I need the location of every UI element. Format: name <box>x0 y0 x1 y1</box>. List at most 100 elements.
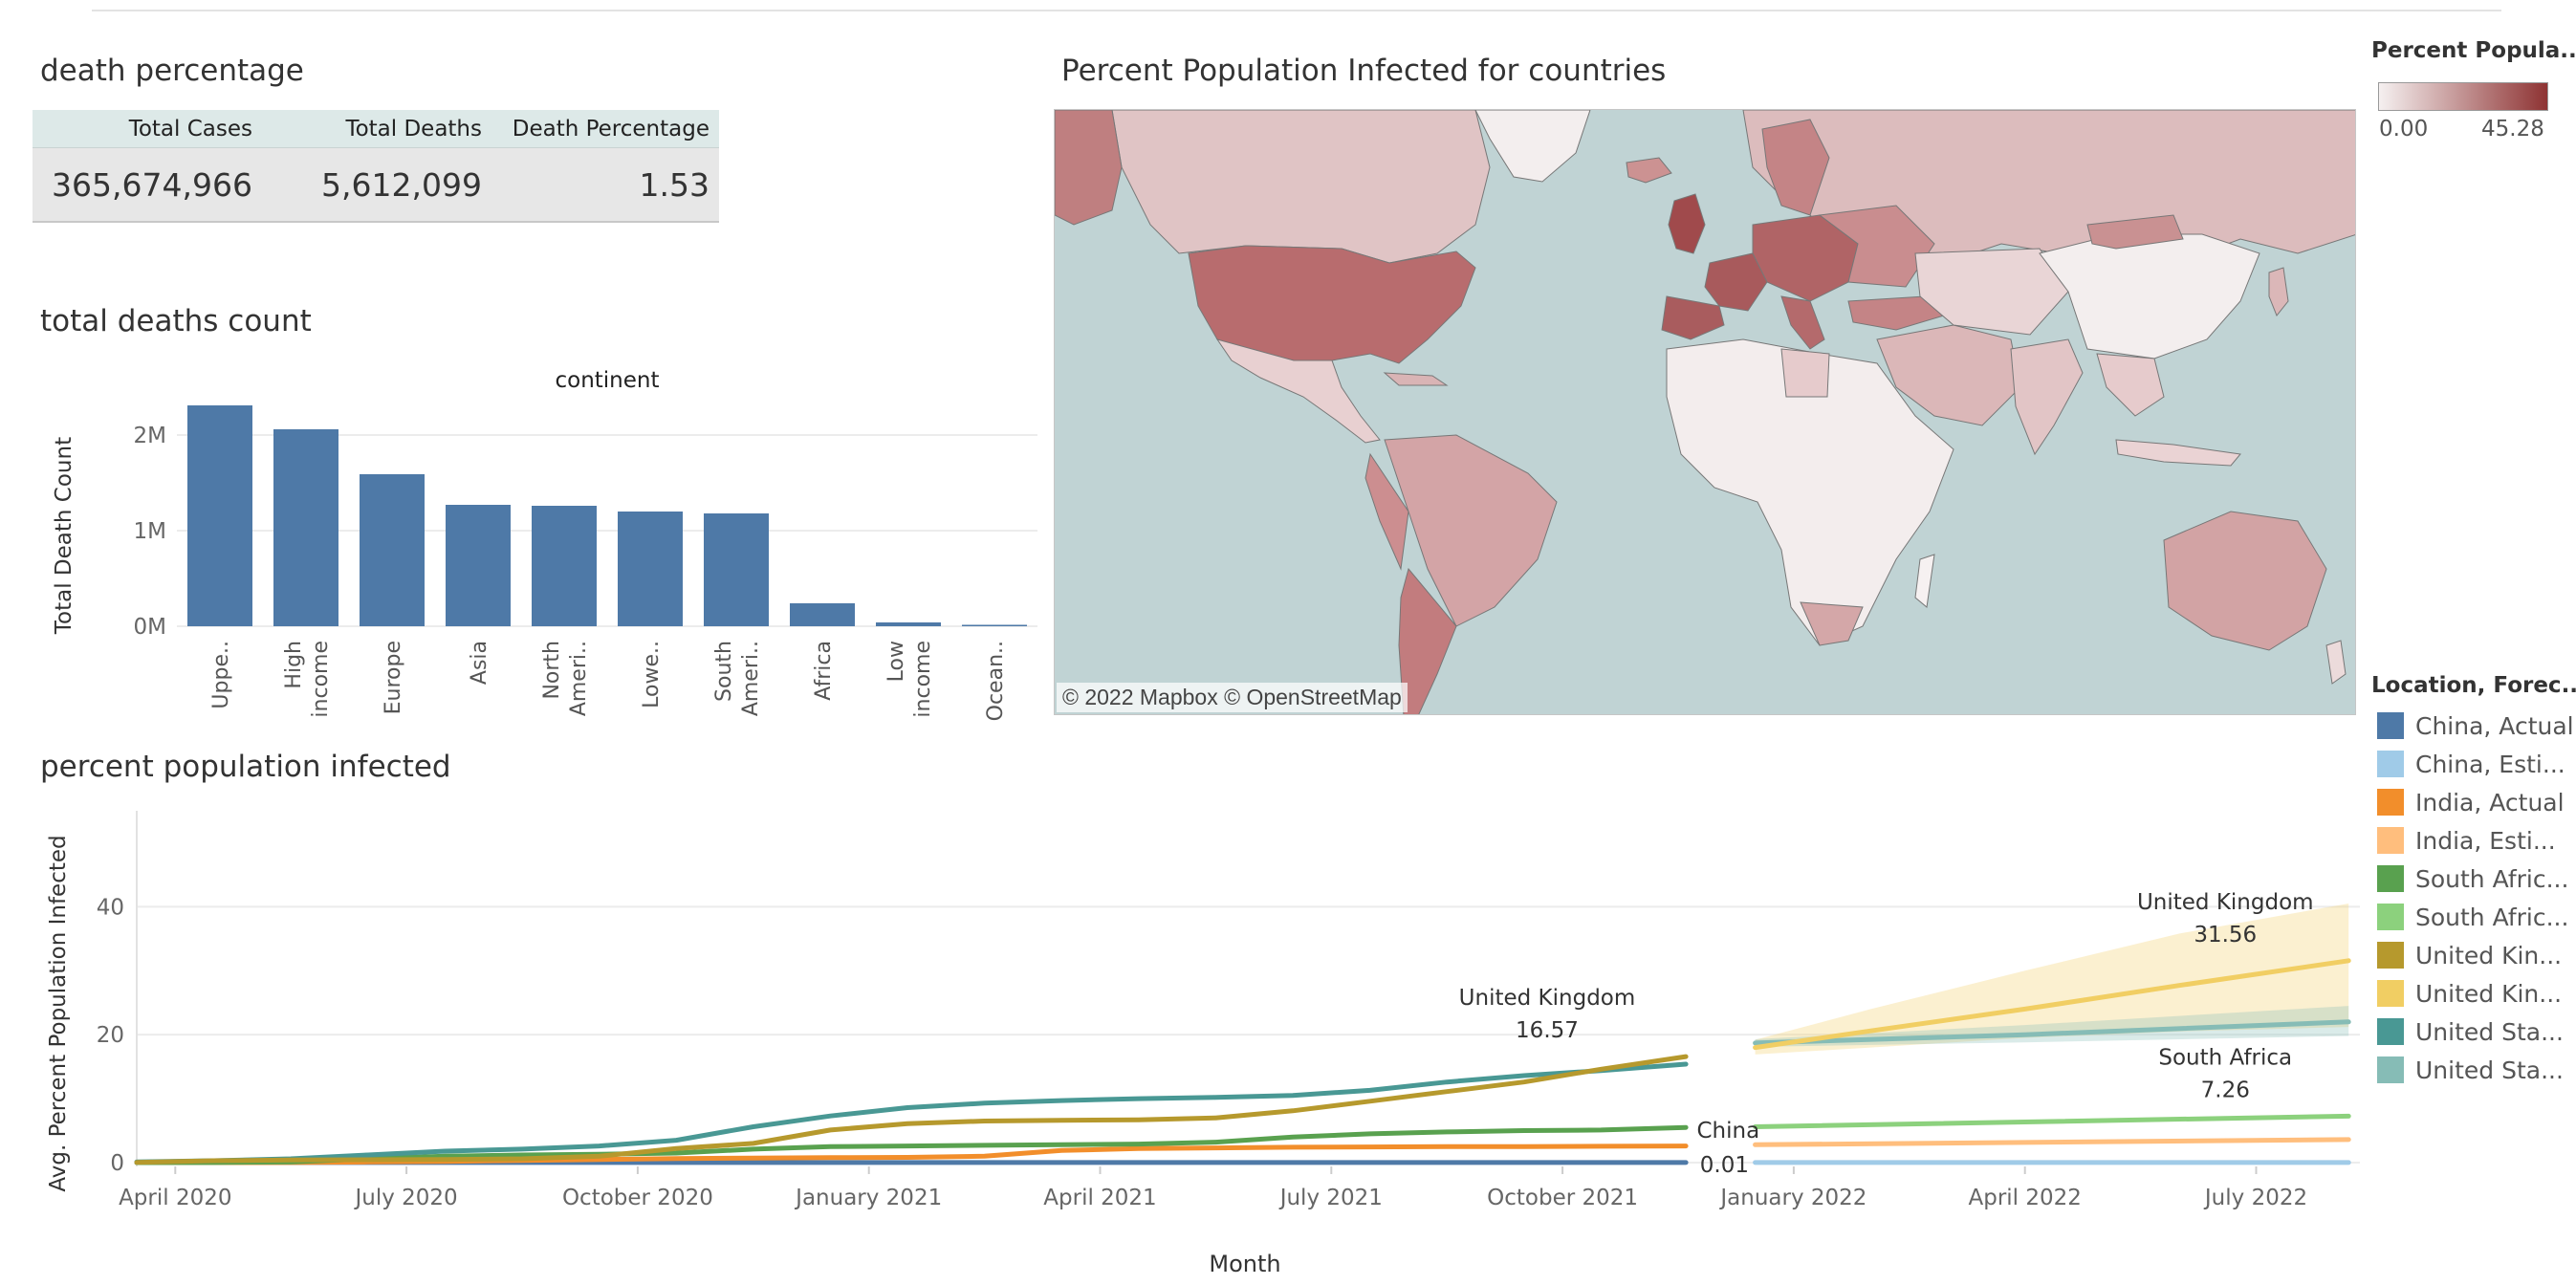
line-series-8[interactable] <box>1753 1137 2351 1147</box>
line-series-0[interactable] <box>134 1061 1689 1165</box>
bar-x-label: High <box>282 641 306 689</box>
legend-swatch <box>2377 789 2404 816</box>
map-country-libya[interactable] <box>1780 348 1830 398</box>
legend-label: India, Esti... <box>2415 826 2556 855</box>
location-legend-item[interactable]: United Kin... <box>2377 979 2562 1008</box>
map-country-africa[interactable] <box>1666 338 1954 646</box>
line-series-7[interactable] <box>1753 1113 2351 1129</box>
map-country-mexico[interactable] <box>1215 338 1381 444</box>
bar-4[interactable] <box>532 506 597 626</box>
location-legend-item[interactable]: United Sta... <box>2377 1056 2564 1084</box>
legend-label: United Kin... <box>2415 941 2563 969</box>
bar-x-label: income <box>911 641 935 718</box>
map-country-australia[interactable] <box>2163 511 2327 651</box>
map-country-central-asia[interactable] <box>1914 248 2069 336</box>
bar-marks[interactable] <box>187 405 1027 626</box>
map-country-japan[interactable] <box>2268 267 2289 316</box>
world-map[interactable]: © 2022 Mapbox © OpenStreetMap <box>1054 109 2356 715</box>
map-country-eastern-europe[interactable] <box>1818 205 1935 288</box>
legend-label: South Afric... <box>2415 903 2569 931</box>
map-country-brazil[interactable] <box>1384 434 1558 627</box>
kpi-value-row: 365,674,966 5,612,099 1.53 <box>33 148 719 223</box>
bar-6[interactable] <box>704 513 769 626</box>
top-divider <box>92 10 2501 11</box>
world-map-shapes[interactable] <box>1055 110 2356 715</box>
bar-x-label: South <box>712 641 736 702</box>
map-country-uk[interactable] <box>1668 193 1706 254</box>
death-percentage-table[interactable]: Total Cases Total Deaths Death Percentag… <box>33 110 719 223</box>
line-series-1[interactable] <box>134 1054 1689 1165</box>
location-legend-item[interactable]: China, Actual <box>2377 711 2574 740</box>
location-legend-item[interactable]: South Afric... <box>2377 864 2568 893</box>
bar-x-label: Ameri.. <box>567 641 591 716</box>
line-y-axis-label: Avg. Percent Population Infected <box>46 835 71 1191</box>
map-country-south-africa[interactable] <box>1800 601 1864 646</box>
kpi-total-deaths-value: 5,612,099 <box>321 166 482 204</box>
bar-y-tick-label: 0M <box>134 615 166 640</box>
legend-swatch <box>2377 1018 2404 1045</box>
map-country-middle-east[interactable] <box>1876 324 2021 426</box>
bar-7[interactable] <box>790 603 855 626</box>
location-legend-item[interactable]: United Kin... <box>2377 941 2562 969</box>
annotation-value: 16.57 <box>1516 1018 1579 1043</box>
map-country-peru[interactable] <box>1364 452 1409 571</box>
death-percentage-title: death percentage <box>40 54 304 88</box>
map-attribution[interactable]: © 2022 Mapbox © OpenStreetMap <box>1057 683 1408 712</box>
bar-9[interactable] <box>962 624 1027 627</box>
bar-0[interactable] <box>187 405 252 626</box>
bar-y-tick-label: 1M <box>134 519 166 544</box>
location-legend-item[interactable]: United Sta... <box>2377 1017 2564 1046</box>
map-country-mongolia[interactable] <box>2086 214 2184 250</box>
bar-1[interactable] <box>273 429 338 626</box>
map-country-new-zealand[interactable] <box>2325 640 2347 685</box>
bar-y-tick-label: 2M <box>134 424 166 448</box>
line-annotations: United Kingdom 16.57 United Kingdom 31.56 So… <box>1459 890 2314 1178</box>
map-caribbean <box>1383 372 1449 386</box>
line-series-6[interactable] <box>1753 1019 2351 1046</box>
total-deaths-bar-chart[interactable]: continent Total Death Count 0M 1M 2M Uppe.… <box>0 354 1042 727</box>
percent-infected-title: percent population infected <box>40 750 451 784</box>
location-legend-item[interactable]: India, Actual <box>2377 788 2565 817</box>
bar-5[interactable] <box>618 512 683 626</box>
total-deaths-title: total deaths count <box>40 304 312 338</box>
line-x-tick-label: April 2022 <box>1968 1186 2081 1210</box>
map-country-alaska[interactable] <box>1055 110 1123 226</box>
map-country-italy[interactable] <box>1780 295 1825 350</box>
line-series-5[interactable] <box>1753 958 2351 1051</box>
legend-label: India, Actual <box>2415 788 2565 817</box>
annotation-label: South Africa <box>2158 1045 2292 1070</box>
legend-label: United Sta... <box>2415 1056 2564 1084</box>
map-country-scandinavia[interactable] <box>1761 119 1830 216</box>
map-country-turkey[interactable] <box>1847 295 1945 331</box>
location-legend-item[interactable]: South Afric... <box>2377 903 2568 931</box>
map-country-madagascar[interactable] <box>1914 554 1935 608</box>
legend-swatch <box>2377 904 2404 930</box>
bar-x-label: Europe <box>382 641 405 714</box>
map-country-argentina[interactable] <box>1398 567 1457 715</box>
legend-swatch <box>2377 942 2404 969</box>
line-y-tick-label: 0 <box>110 1151 124 1176</box>
map-country-indonesia[interactable] <box>2115 439 2241 467</box>
line-series[interactable] <box>134 958 2351 1165</box>
location-legend-item[interactable]: India, Esti... <box>2377 826 2556 855</box>
bar-x-labels: Uppe.. High income Europe Asia North Ameri.. Lo… <box>209 641 1008 721</box>
map-country-canada[interactable] <box>1111 110 1491 264</box>
map-country-southeast-asia[interactable] <box>2096 353 2165 417</box>
kpi-total-cases-value: 365,674,966 <box>52 166 252 204</box>
map-country-india[interactable] <box>2010 338 2084 456</box>
map-country-iceland[interactable] <box>1626 157 1672 184</box>
bar-x-label: Uppe.. <box>209 641 233 709</box>
kpi-header-total-deaths: Total Deaths <box>345 117 482 142</box>
line-x-tick-label: July 2022 <box>2203 1186 2307 1210</box>
bar-x-label: Lowe.. <box>640 641 664 708</box>
bar-8[interactable] <box>876 622 941 626</box>
bar-3[interactable] <box>446 505 511 626</box>
kpi-death-percentage-value: 1.53 <box>639 166 709 204</box>
annotation-value: 7.26 <box>2201 1078 2250 1102</box>
percent-infected-line-chart[interactable]: Avg. Percent Population Infected Month 0… <box>0 794 2371 1285</box>
bar-2[interactable] <box>360 474 425 626</box>
location-legend-item[interactable]: China, Esti... <box>2377 750 2565 778</box>
map-country-greenland[interactable] <box>1474 110 1591 183</box>
map-country-spain[interactable] <box>1661 295 1725 340</box>
line-x-tick-label: April 2021 <box>1043 1186 1156 1210</box>
